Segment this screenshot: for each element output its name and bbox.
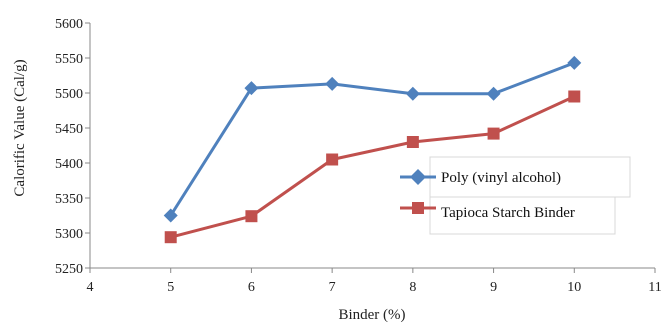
x-tick-label: 6 [248, 280, 255, 295]
legend-box-series-2 [429, 196, 616, 235]
y-axis-title: Calorific Value (Cal/g) [12, 59, 28, 196]
y-tick-label: 5350 [55, 192, 83, 207]
data-point-series-2 [568, 90, 581, 103]
y-tick-label: 5600 [55, 17, 83, 32]
data-point-series-1 [244, 81, 259, 96]
x-tick-label: 9 [490, 280, 497, 295]
y-tick-label: 5250 [55, 262, 83, 277]
y-tick-label: 5550 [55, 52, 83, 67]
legend-label-series-2: Tapioca Starch Binder [441, 205, 575, 221]
legend-label-series-1: Poly (vinyl alcohol) [441, 170, 561, 186]
data-point-series-2 [406, 136, 419, 148]
x-axis-ticks: 4 5 6 7 8 9 10 11 [87, 268, 661, 295]
y-tick-label: 5300 [55, 227, 83, 242]
data-point-series-1 [486, 86, 501, 101]
series-line-2 [170, 95, 575, 239]
data-point-series-2 [164, 231, 177, 244]
legend: Poly (vinyl alcohol) Tapioca Starch Bind… [400, 156, 631, 235]
x-tick-label: 11 [648, 280, 661, 295]
x-axis-title: Binder (%) [338, 307, 405, 323]
data-point-series-1 [405, 86, 420, 101]
data-point-series-2 [487, 127, 500, 140]
x-tick-label: 8 [409, 280, 416, 295]
x-tick-label: 7 [329, 280, 336, 295]
y-axis-ticks: 5250 5300 5350 5400 5450 5500 5550 5600 [55, 17, 90, 277]
data-point-series-2 [326, 153, 339, 166]
legend-marker-square-icon [412, 202, 424, 214]
data-point-series-1 [163, 208, 178, 223]
x-tick-label: 4 [87, 280, 94, 295]
data-point-series-1 [567, 55, 582, 70]
data-point-series-1 [325, 76, 340, 91]
data-point-series-2 [245, 210, 258, 223]
series-layer [163, 55, 582, 244]
y-tick-label: 5450 [55, 122, 83, 137]
legend-box-series-1 [429, 156, 631, 198]
y-tick-label: 5400 [55, 157, 83, 172]
x-tick-label: 5 [167, 280, 174, 295]
series-line-1 [169, 61, 575, 217]
x-tick-label: 10 [567, 280, 581, 295]
legend-marker-diamond-icon [410, 169, 426, 185]
plot-area: 4 5 6 7 8 9 10 11 52505300535054005450550055505… [55, 17, 661, 295]
y-tick-label: 5500 [55, 87, 83, 102]
